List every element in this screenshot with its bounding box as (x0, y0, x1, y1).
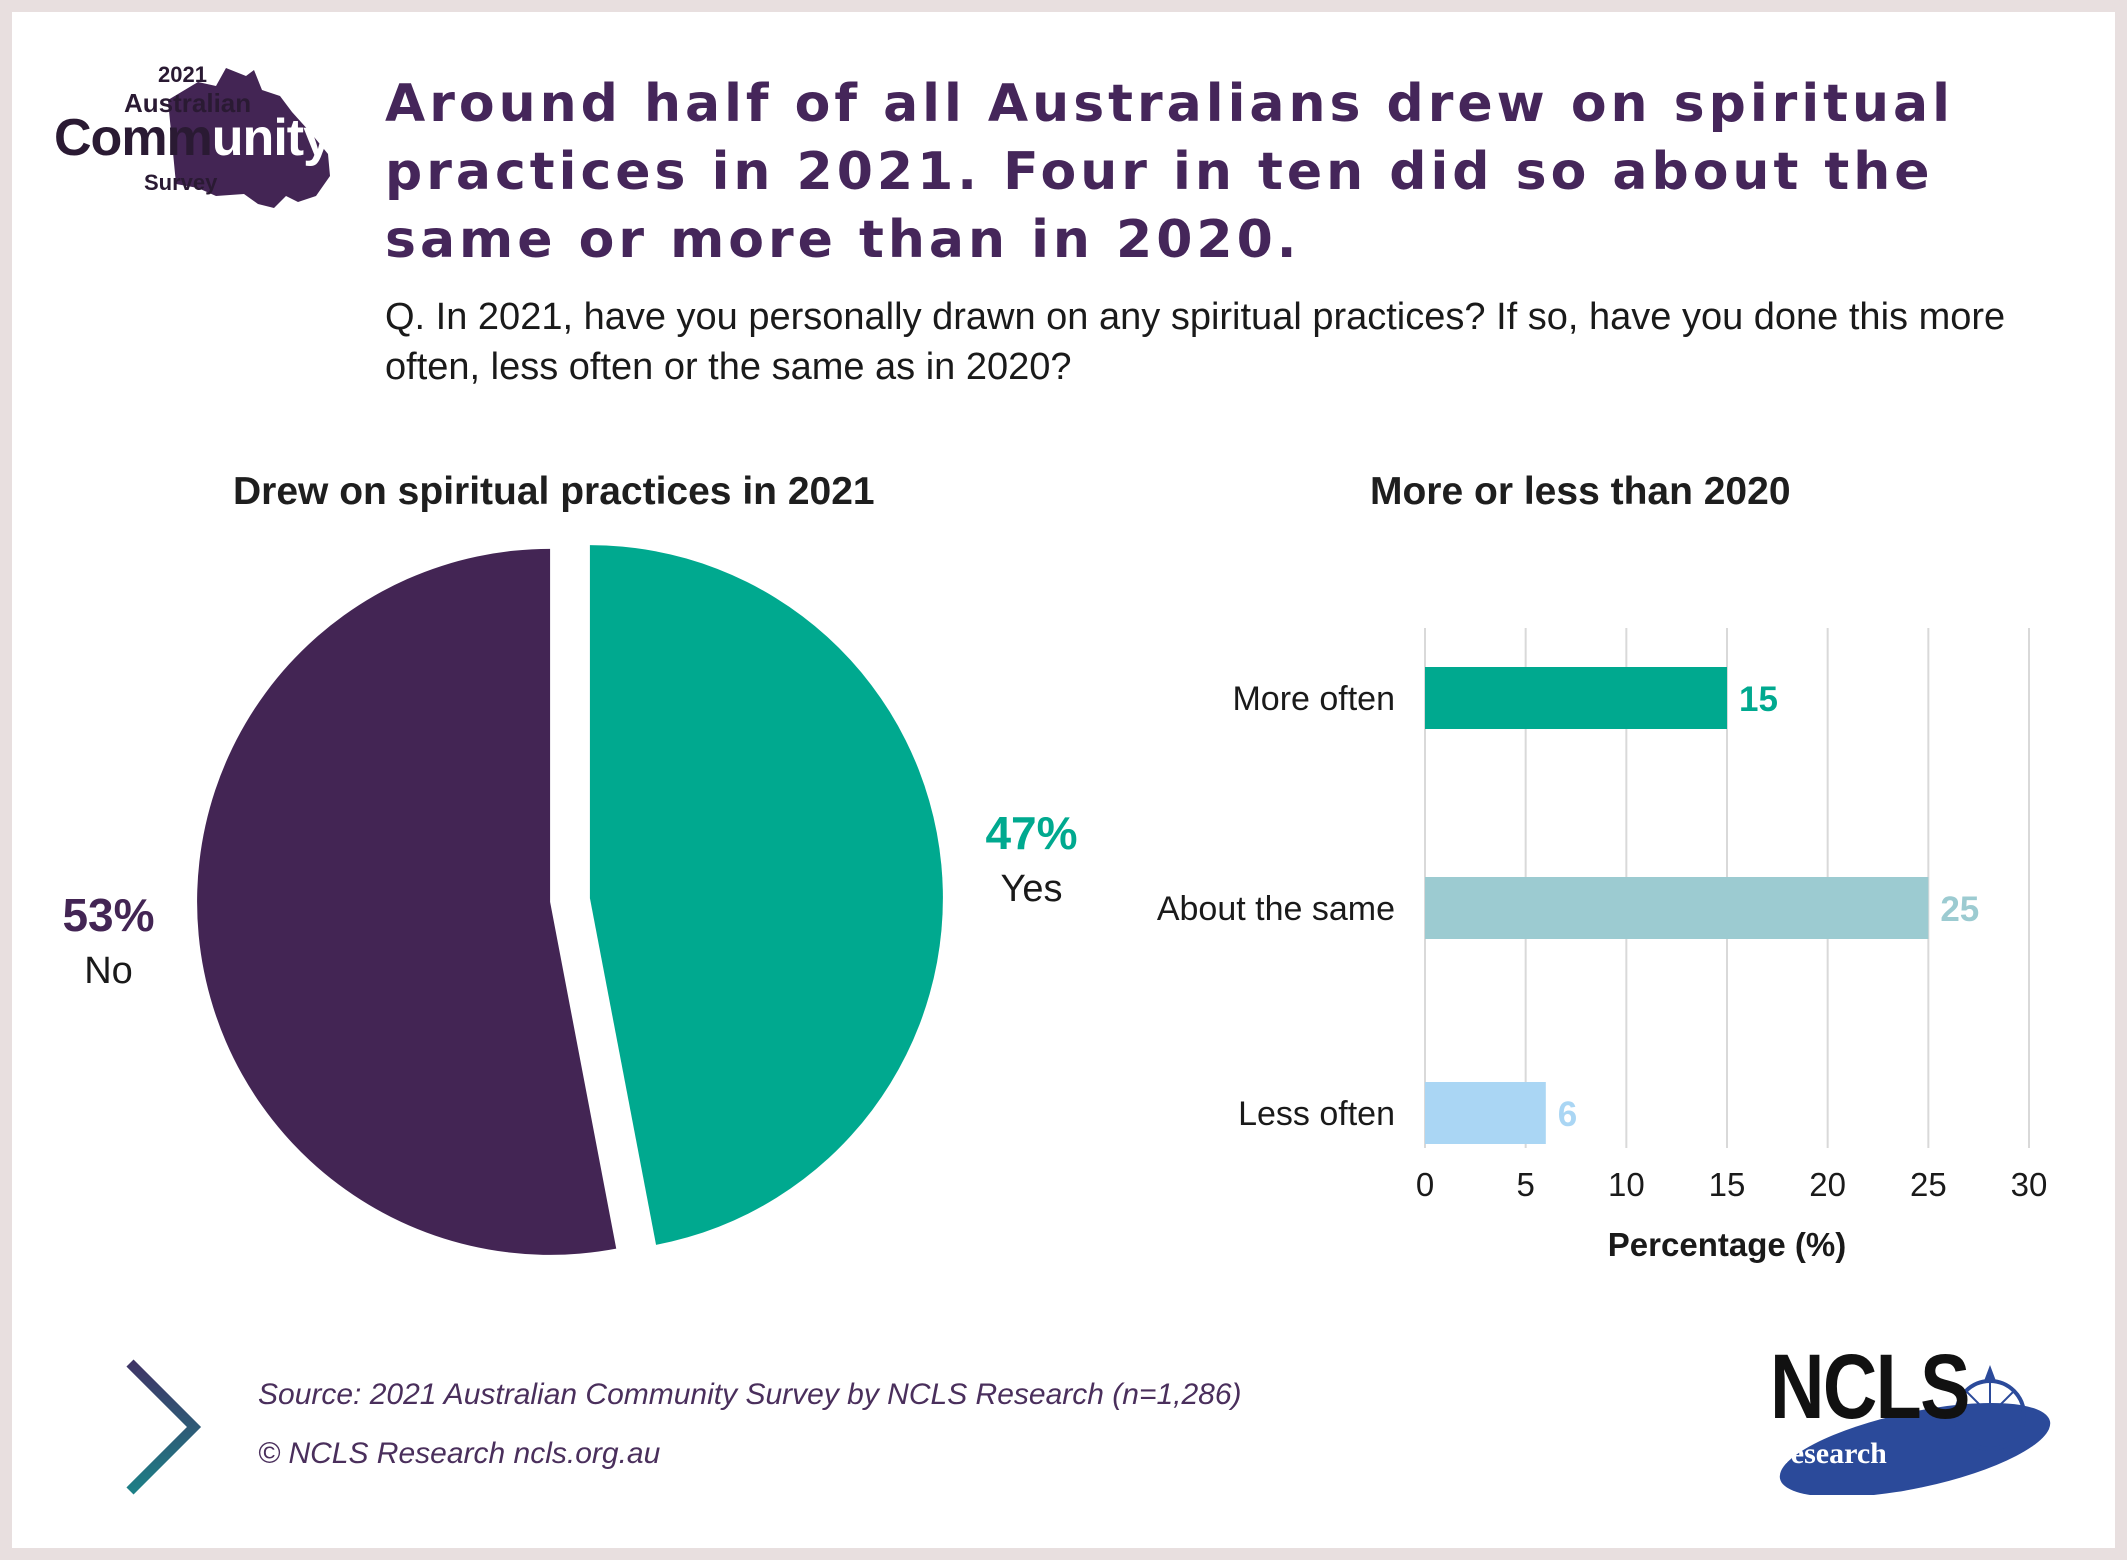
community-survey-logo: 2021 Australian Community Survey (48, 60, 348, 210)
y-category-label: More often (1232, 680, 1395, 718)
bar (1425, 877, 1929, 939)
chevron-right-icon (126, 1359, 202, 1495)
x-tick-label: 5 (1516, 1166, 1534, 1203)
logo-community-a: Comm (54, 109, 213, 167)
logo-community: Community (54, 108, 332, 168)
bar-value-label: 25 (1940, 890, 1979, 929)
copyright-note: © NCLS Research ncls.org.au (258, 1437, 661, 1470)
x-tick-label: 30 (2011, 1166, 2048, 1203)
bar-chart-title: More or less than 2020 (1370, 470, 1791, 513)
source-note: Source: 2021 Australian Community Survey… (258, 1378, 1242, 1411)
ncls-wordmark: NCLS (1770, 1336, 1970, 1438)
pie-value-label-yes: 47% (985, 807, 1077, 859)
compass-globe-icon (1779, 1365, 2051, 1495)
australia-map-icon (168, 68, 330, 208)
logo-year: 2021 (158, 62, 207, 87)
ncls-research-label: research (1778, 1437, 1887, 1470)
bar (1425, 667, 1727, 729)
logo-survey: Survey (144, 170, 218, 195)
pie-slice-no (197, 548, 617, 1255)
bar-value-label: 15 (1739, 680, 1778, 719)
pie-slice-yes (589, 545, 943, 1245)
logo-australian: Australian (124, 88, 252, 118)
pie-category-label-yes: Yes (1000, 868, 1062, 910)
bar (1425, 1082, 1546, 1144)
x-tick-label: 15 (1709, 1166, 1746, 1203)
headline: Around half of all Australians drew on s… (385, 74, 1954, 270)
x-tick-label: 10 (1608, 1166, 1645, 1203)
logo-community-b: unity (211, 109, 332, 167)
y-category-label: About the same (1157, 890, 1395, 928)
pie-category-label-no: No (84, 950, 133, 992)
pie-chart-title: Drew on spiritual practices in 2021 (233, 470, 875, 513)
x-tick-label: 0 (1416, 1166, 1434, 1203)
survey-question: Q. In 2021, have you personally drawn on… (385, 296, 2006, 388)
bar-value-label: 6 (1558, 1095, 1577, 1134)
y-category-label: Less often (1238, 1095, 1395, 1133)
ncls-research-logo: NCLS research (1740, 1335, 2060, 1495)
pie-value-label-no: 53% (62, 889, 154, 941)
x-tick-label: 25 (1910, 1166, 1947, 1203)
x-axis-title: Percentage (%) (1608, 1226, 1846, 1263)
x-tick-label: 20 (1809, 1166, 1846, 1203)
